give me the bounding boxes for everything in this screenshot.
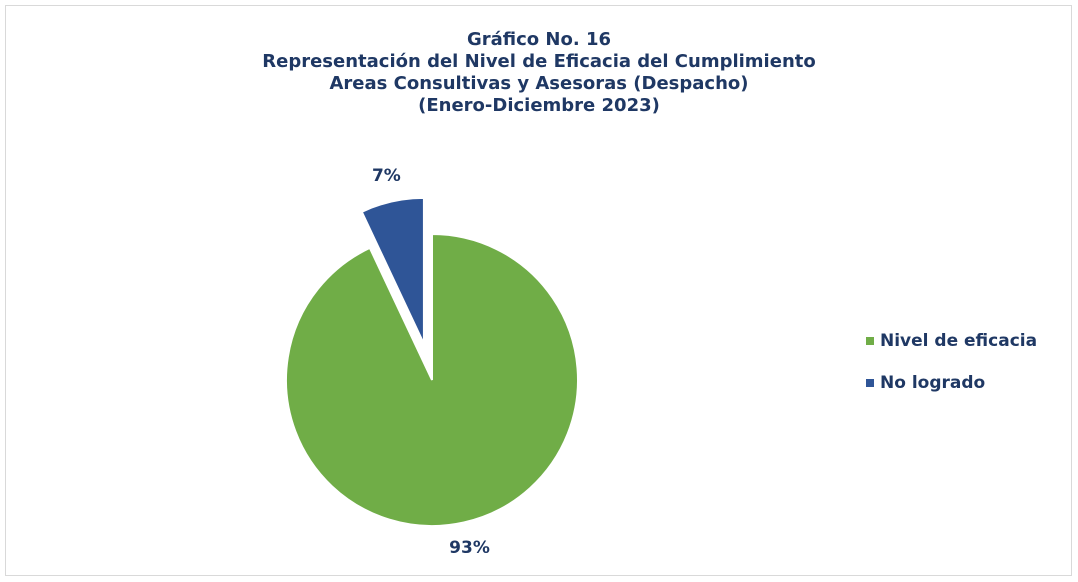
chart-title: Areas Consultivas y Asesoras (Despacho) (329, 73, 748, 94)
legend-swatch (866, 379, 874, 387)
legend-swatch (866, 337, 874, 345)
chart-title: Gráfico No. 16 (467, 29, 611, 50)
chart-title: Representación del Nivel de Eficacia del… (262, 51, 815, 72)
pie-slice (360, 196, 425, 345)
chart-title: (Enero-Diciembre 2023) (418, 95, 660, 116)
data-label: 93% (449, 538, 490, 558)
data-label: 7% (372, 166, 401, 186)
legend-label: No logrado (880, 373, 985, 393)
legend-label: Nivel de eficacia (880, 331, 1037, 351)
pie-slice (285, 232, 579, 527)
